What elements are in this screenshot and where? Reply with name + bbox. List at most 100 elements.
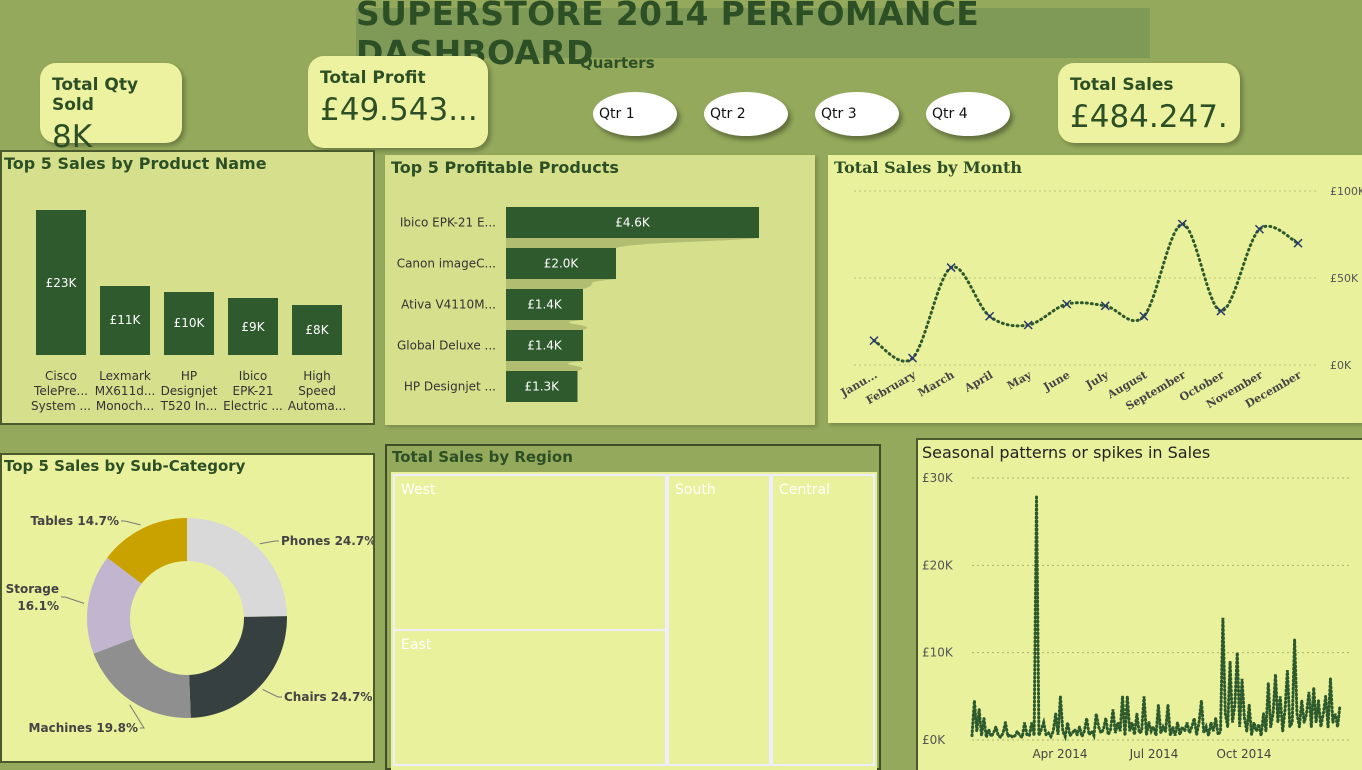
qtr-1-button[interactable]: Qtr 1 (593, 92, 677, 136)
subcat-label-machines: Machines 19.8% (29, 721, 138, 735)
region-treemap: West East South Central (391, 472, 877, 770)
month-point-10[interactable] (1254, 224, 1264, 234)
subcat-slice-chairs[interactable] (189, 616, 287, 718)
product-bar-3[interactable]: £9K (228, 298, 278, 355)
subcat-leader-line-1 (262, 688, 282, 698)
subcat-slice-storage[interactable] (87, 557, 142, 654)
month-point-9[interactable] (1216, 306, 1226, 316)
month-point-6[interactable] (1100, 301, 1110, 311)
kpi-total-sales-label: Total Sales (1070, 75, 1174, 95)
profit-bar-value-4: £1.3K (524, 380, 560, 394)
profit-bar-1[interactable] (506, 248, 616, 279)
product-category-line: TelePre... (34, 384, 88, 398)
month-x-label-3: April (961, 368, 995, 395)
seasonal-y-tick-3: £0K (922, 733, 946, 747)
month-point-8[interactable] (1177, 219, 1187, 229)
kpi-total-sales-card: Total Sales £484.247... (1058, 63, 1240, 143)
subcat-label-storage: Storage (6, 582, 59, 596)
seasonal-chart: £30K £20K £10K £0K Apr 2014 Jul 2014 Oct 2014 (922, 471, 1350, 761)
product-category-line: T520 In... (160, 399, 218, 413)
month-x-label-2: March (916, 368, 957, 399)
product-bar-label-4: £8K (305, 322, 329, 337)
kpi-total-qty-value: 8K (52, 119, 93, 155)
kpi-total-profit-card: Total Profit £49.543... (308, 56, 488, 148)
product-bar-label-3: £9K (241, 319, 265, 334)
sales-by-month-panel: Total Sales by Month £100K £50K £0K Janu...… (828, 155, 1362, 423)
product-category-line: Designjet (160, 384, 218, 398)
region-label-east: East (401, 637, 432, 653)
product-category-line: High (303, 369, 331, 383)
kpi-total-sales-value: £484.247... (1070, 99, 1228, 135)
month-y-tick-1: £50K (1330, 272, 1359, 285)
kpi-total-profit-label: Total Profit (320, 68, 426, 88)
top5-product-title: Top 5 Sales by Product Name (4, 154, 267, 173)
profit-bar-2[interactable] (506, 289, 583, 320)
region-label-south: South (675, 482, 716, 498)
subcat-leader-line-3 (61, 596, 85, 604)
subcat-slice-machines[interactable] (93, 638, 191, 718)
month-point-7[interactable] (1139, 311, 1149, 321)
profit-category-label-4: HP Designjet ... (404, 380, 496, 394)
seasonal-sales-line (970, 495, 1342, 742)
month-sales-line (872, 222, 1300, 363)
subcat-leader-line-4 (121, 520, 141, 526)
product-category-line: HP (180, 369, 198, 383)
month-point-1[interactable] (908, 353, 918, 363)
region-cell-west[interactable]: West (393, 474, 667, 631)
dashboard-title-box: SUPERSTORE 2014 PERFOMANCE DASHBOARD (356, 0, 1150, 72)
month-point-0[interactable] (869, 336, 879, 346)
product-category-line: System ... (30, 399, 91, 413)
subcat-panel: Top 5 Sales by Sub-Category Phones 24.7%… (0, 453, 375, 763)
seasonal-y-tick-0: £30K (922, 471, 954, 485)
subcat-slice-phones[interactable] (187, 518, 287, 617)
product-category-line: Cisco (45, 369, 77, 383)
qtr-3-button[interactable]: Qtr 3 (815, 92, 899, 136)
product-category-line: Automa... (287, 399, 347, 413)
month-point-2[interactable] (946, 263, 956, 273)
month-point-11[interactable] (1293, 238, 1303, 248)
dashboard-title: SUPERSTORE 2014 PERFOMANCE DASHBOARD (356, 0, 980, 72)
profit-bar-0[interactable] (506, 207, 759, 238)
subcat-slice-tables[interactable] (107, 518, 187, 584)
top5-product-panel: Top 5 Sales by Product Name £23K Cisco Tel… (0, 150, 375, 425)
top5-profit-chart: £4.6K Ibico EPK-21 E... £2.0K Canon imageC.… (397, 207, 759, 402)
month-point-4[interactable] (1023, 320, 1033, 330)
subcat-label-tables: Tables 14.7% (30, 514, 119, 528)
profit-bar-value-0: £4.6K (615, 216, 651, 230)
profit-funnel-connector-1 (506, 279, 616, 289)
month-point-3[interactable] (985, 311, 995, 321)
seasonal-panel: Seasonal patterns or spikes in Sales £30… (916, 438, 1362, 770)
product-bar-label-1: £11K (109, 313, 141, 328)
region-cell-east[interactable]: East (393, 629, 667, 766)
region-cell-central[interactable]: Central (771, 474, 875, 766)
month-x-label-4: May (1005, 368, 1034, 392)
product-category-line: Lexmark (99, 369, 151, 383)
region-title: Total Sales by Region (392, 448, 573, 466)
product-bar-0[interactable]: £23K (36, 210, 86, 355)
region-label-central: Central (779, 482, 830, 498)
product-bar-4[interactable]: £8K (292, 304, 342, 355)
month-x-label-5: June (1040, 368, 1072, 394)
profit-bar-3[interactable] (506, 330, 583, 361)
sales-by-month-title: Total Sales by Month (834, 158, 1022, 177)
month-y-tick-0: £100K (1330, 185, 1362, 198)
month-point-5[interactable] (1062, 299, 1072, 309)
product-bar-1[interactable]: £11K (100, 285, 150, 355)
product-category-label-2: HP Designjet T520 In... (157, 369, 221, 414)
kpi-total-qty-card: Total Qty Sold 8K (40, 63, 182, 155)
subcat-label-phones: Phones 24.7% (281, 534, 373, 548)
seasonal-y-tick-2: £10K (922, 646, 954, 660)
product-category-label-3: Ibico EPK-21 Electric ... (221, 369, 285, 414)
qtr-4-button[interactable]: Qtr 4 (926, 92, 1010, 136)
profit-bar-value-1: £2.0K (544, 257, 580, 271)
kpi-total-qty-label: Total Qty Sold (52, 75, 139, 115)
product-category-line: Monoch... (95, 399, 155, 413)
profit-bar-4[interactable] (506, 371, 578, 402)
product-bar-2[interactable]: £10K (164, 291, 214, 355)
region-cell-south[interactable]: South (667, 474, 771, 766)
subcat-leader-line-0 (259, 540, 279, 545)
subcat-donut-chart: Phones 24.7% Chairs 24.7% Machines 19.8% St… (6, 514, 373, 735)
quarters-slicer-title: Quarters (580, 54, 655, 72)
qtr-2-button[interactable]: Qtr 2 (704, 92, 788, 136)
